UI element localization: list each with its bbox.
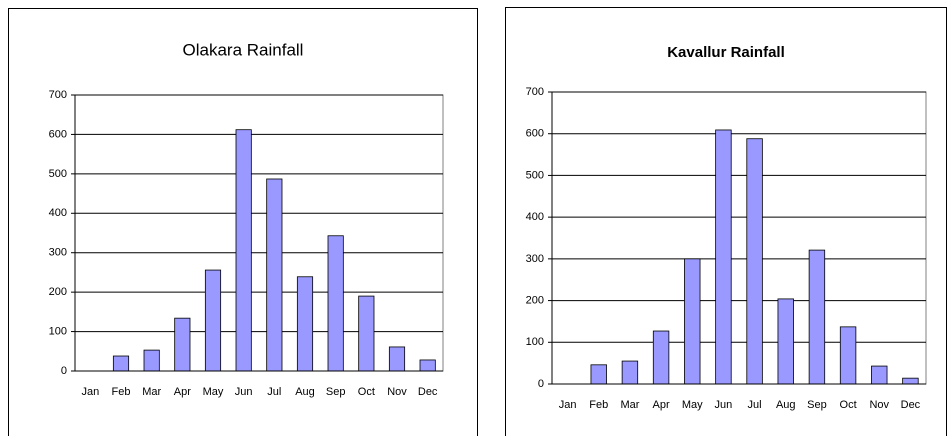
x-tick-label: Mar <box>620 399 639 411</box>
bar <box>621 360 639 385</box>
bar <box>902 377 919 385</box>
chart-title: Kavallur Rainfall <box>667 44 785 61</box>
y-tick-label: 300 <box>49 247 67 259</box>
x-tick-label: Dec <box>901 399 921 411</box>
x-tick-label: Jan <box>81 386 99 398</box>
x-tick-label: Sep <box>807 399 827 411</box>
y-tick-label: 200 <box>526 294 544 306</box>
plot-area <box>74 94 444 372</box>
x-tick-label: Oct <box>358 386 375 398</box>
y-tick-label: 300 <box>526 253 544 265</box>
bar <box>777 298 794 385</box>
x-tick-label: Jul <box>748 399 762 411</box>
x-tick-label: Jun <box>235 386 253 398</box>
x-tick-label: Nov <box>387 386 407 398</box>
x-tick-label: Sep <box>326 386 346 398</box>
x-tick-label: Feb <box>589 399 608 411</box>
x-tick-label: Apr <box>653 399 670 411</box>
bar <box>590 364 607 385</box>
bar <box>266 178 283 372</box>
y-tick-label: 600 <box>49 128 67 140</box>
x-tick-label: Oct <box>840 399 857 411</box>
y-tick-label: 400 <box>49 207 67 219</box>
x-tick-label: Jan <box>559 399 577 411</box>
x-tick-label: Aug <box>776 399 796 411</box>
bar <box>808 249 826 385</box>
bar <box>839 326 857 385</box>
y-tick-label: 500 <box>49 168 67 180</box>
x-tick-label: Aug <box>295 386 315 398</box>
x-tick-label: Apr <box>174 386 191 398</box>
y-tick-label: 600 <box>526 128 544 140</box>
bar <box>204 269 222 372</box>
bar <box>684 258 701 385</box>
y-tick-label: 500 <box>526 169 544 181</box>
bar <box>419 359 436 372</box>
y-tick-label: 700 <box>49 89 67 101</box>
y-tick-label: 200 <box>49 286 67 298</box>
bar <box>358 295 375 372</box>
x-tick-label: Jun <box>715 399 733 411</box>
bar <box>388 346 406 372</box>
x-tick-label: May <box>682 399 703 411</box>
y-tick-label: 100 <box>526 336 544 348</box>
bar <box>296 276 314 372</box>
bar <box>143 349 160 372</box>
bar <box>174 317 191 372</box>
bar <box>652 330 670 385</box>
y-tick-label: 0 <box>538 378 544 390</box>
x-tick-label: Nov <box>869 399 889 411</box>
bar <box>715 129 732 385</box>
bar <box>112 355 130 372</box>
chart-title: Olakara Rainfall <box>183 40 304 59</box>
y-tick-label: 700 <box>526 86 544 98</box>
x-tick-label: Feb <box>112 386 131 398</box>
bar <box>327 235 344 372</box>
bar <box>235 129 252 372</box>
y-tick-label: 100 <box>49 325 67 337</box>
bar <box>871 365 888 385</box>
y-tick-label: 0 <box>61 365 67 377</box>
x-tick-label: May <box>203 386 224 398</box>
bar <box>746 138 763 385</box>
x-tick-label: Mar <box>142 386 161 398</box>
x-tick-label: Jul <box>267 386 281 398</box>
x-tick-label: Dec <box>418 386 438 398</box>
plot-area <box>551 91 927 385</box>
y-tick-label: 400 <box>526 211 544 223</box>
